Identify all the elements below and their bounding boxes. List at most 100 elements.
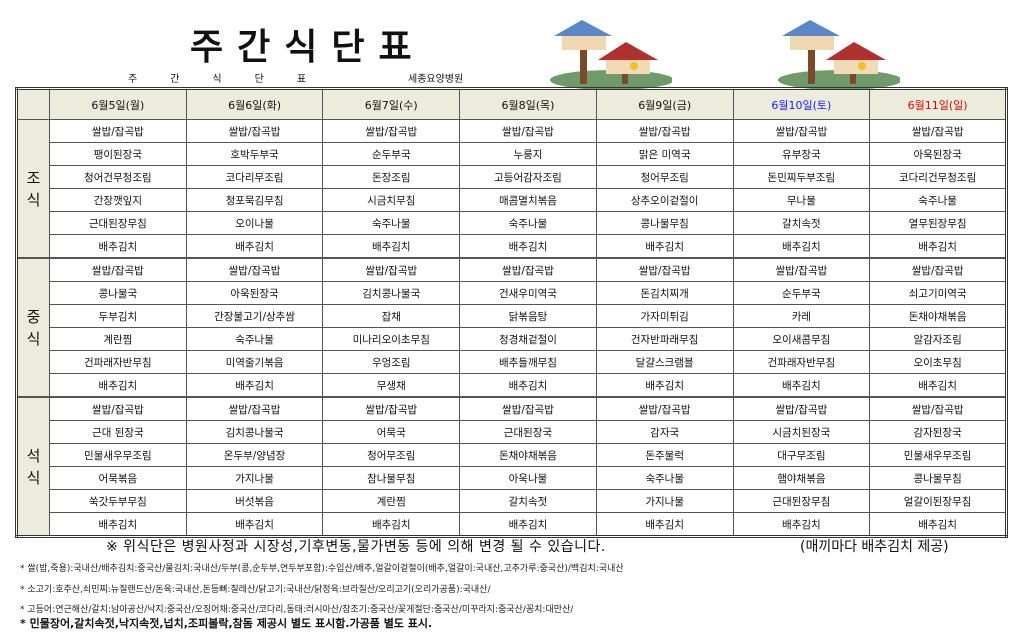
menu-row: 콩나물국 아욱된장국 김치콩나물국 건새우미역국 돈김치찌개 순두부국 쇠고기미역국 bbox=[17, 281, 1007, 305]
menu-cell: 오이나물 bbox=[185, 211, 324, 235]
menu-cell: 우엉조림 bbox=[322, 350, 461, 374]
meal-label-char: 조 bbox=[26, 168, 41, 187]
birdhouse-image bbox=[778, 20, 900, 90]
menu-cell: 시금치무침 bbox=[322, 188, 461, 212]
day-header: 6월10일(토) bbox=[732, 88, 871, 120]
menu-cell: 배추김치 bbox=[869, 373, 1007, 398]
menu-cell: 쌀밥/잡곡밥 bbox=[732, 257, 871, 282]
origin-note: * 소고기:호주산,쇠민찌:뉴질랜드산/돈육:국내산,돈등뼈:칠레산/닭고기:국… bbox=[20, 585, 491, 595]
menu-cell: 배추김치 bbox=[49, 234, 187, 259]
menu-cell: 쌀밥/잡곡밥 bbox=[869, 119, 1007, 143]
menu-cell: 미나리오이초무침 bbox=[322, 327, 461, 351]
menu-row: 중 식 쌀밥/잡곡밥 쌀밥/잡곡밥 쌀밥/잡곡밥 쌀밥/잡곡밥 쌀밥/잡곡밥 쌀밥/잡곡밥 쌀밥… bbox=[16, 257, 1007, 398]
menu-cell: 가자미튀김 bbox=[595, 304, 734, 328]
menu-cell: 무나물 bbox=[732, 188, 871, 212]
menu-cell: 맑은 미역국 bbox=[595, 142, 734, 166]
menu-cell: 아욱된장국 bbox=[185, 281, 324, 305]
menu-cell: 계란찜 bbox=[49, 327, 187, 351]
menu-cell: 콩나물국 bbox=[49, 281, 187, 305]
menu-cell: 쌀밥/잡곡밥 bbox=[459, 257, 597, 282]
menu-cell: 돈채야채볶음 bbox=[459, 443, 597, 467]
meal-label-char: 식 bbox=[26, 468, 41, 487]
menu-cell: 순두부국 bbox=[322, 142, 461, 166]
menu-cell: 고등어감자조림 bbox=[459, 165, 597, 189]
menu-cell: 배추김치 bbox=[732, 512, 871, 537]
menu-cell: 쌀밥/잡곡밥 bbox=[459, 396, 597, 421]
menu-cell: 두부김치 bbox=[49, 304, 187, 328]
menu-cell: 버섯볶음 bbox=[185, 489, 324, 513]
menu-cell: 돈채야채볶음 bbox=[869, 304, 1007, 328]
menu-cell: 가지나물 bbox=[185, 466, 324, 490]
weekly-menu-table: 6월5일(월) 6월6일(화) 6월7일(수) 6월8일(목) 6월9일(금) 6월10일… bbox=[15, 87, 1008, 538]
menu-cell: 아욱된장국 bbox=[869, 142, 1007, 166]
menu-cell: 어묵국 bbox=[322, 420, 461, 444]
menu-cell: 배추김치 bbox=[322, 234, 461, 259]
menu-cell: 배추들깨무침 bbox=[459, 350, 597, 374]
menu-cell: 순두부국 bbox=[732, 281, 871, 305]
day-header-row: 6월5일(월) 6월6일(화) 6월7일(수) 6월8일(목) 6월9일(금) 6월10일… bbox=[16, 88, 1007, 120]
menu-cell: 건파래자반무침 bbox=[49, 350, 187, 374]
menu-cell: 달걀스크램블 bbox=[595, 350, 734, 374]
menu-cell: 김치콩나물국 bbox=[322, 281, 461, 305]
menu-cell: 배추김치 bbox=[869, 512, 1007, 537]
menu-cell: 청어건무청조림 bbox=[49, 165, 187, 189]
menu-cell: 감자된장국 bbox=[869, 420, 1007, 444]
menu-cell: 감자국 bbox=[595, 420, 734, 444]
menu-cell: 닭볶음탕 bbox=[459, 304, 597, 328]
day-header: 6월11일(일) bbox=[869, 88, 1007, 120]
menu-cell: 열무된장무침 bbox=[869, 211, 1007, 235]
menu-cell: 배추김치 bbox=[49, 373, 187, 398]
menu-cell: 배추김치 bbox=[185, 512, 324, 537]
menu-cell: 청어무조림 bbox=[322, 443, 461, 467]
meal-label-char: 석 bbox=[26, 446, 41, 465]
menu-cell: 쌀밥/잡곡밥 bbox=[185, 257, 324, 282]
menu-row: 쑥갓두부무침 버섯볶음 계란찜 갈치속젓 가지나물 근대된장무침 얼갈이된장무침 bbox=[17, 489, 1007, 513]
origin-note: * 쌀(밥,죽용):국내산/배추김치:중국산/물김치:국내산/두부(콩,순두부,… bbox=[20, 564, 624, 574]
menu-row: 근대된장무침 오이나물 숙주나물 숙주나물 콩나물무침 갈치속젓 열무된장무침 bbox=[17, 211, 1007, 235]
menu-cell: 돈김치찌개 bbox=[595, 281, 734, 305]
menu-row: 간장깻잎지 청포묵김무침 시금치무침 매콤멸치볶음 상추오이겉절이 무나물 숙주나물 bbox=[17, 188, 1007, 212]
menu-cell: 쌀밥/잡곡밥 bbox=[459, 119, 597, 143]
menu-cell: 시금치된장국 bbox=[732, 420, 871, 444]
day-header: 6월5일(월) bbox=[49, 88, 187, 120]
menu-cell: 숙주나물 bbox=[185, 327, 324, 351]
day-header: 6월7일(수) bbox=[322, 88, 461, 120]
menu-cell: 근대된장국 bbox=[459, 420, 597, 444]
menu-cell: 배추김치 bbox=[595, 373, 734, 398]
menu-cell: 배추김치 bbox=[459, 234, 597, 259]
kimchi-notice: (매끼마다 배추김치 제공) bbox=[800, 539, 949, 555]
menu-cell: 숙주나물 bbox=[322, 211, 461, 235]
menu-cell: 배추김치 bbox=[732, 234, 871, 259]
menu-cell: 쌀밥/잡곡밥 bbox=[322, 119, 461, 143]
menu-cell: 호박두부국 bbox=[185, 142, 324, 166]
menu-cell: 돈민찌두부조림 bbox=[732, 165, 871, 189]
menu-cell: 배추김치 bbox=[185, 373, 324, 398]
menu-cell: 쌀밥/잡곡밥 bbox=[49, 119, 187, 143]
subtitle-char: 식 bbox=[212, 74, 223, 85]
day-header: 6월6일(화) bbox=[185, 88, 324, 120]
menu-cell: 매콤멸치볶음 bbox=[459, 188, 597, 212]
menu-cell: 근대 된장국 bbox=[49, 420, 187, 444]
subtitle-char: 단 bbox=[254, 74, 265, 85]
menu-row: 계란찜 숙주나물 미나리오이초무침 청경채겉절이 건자반파래무침 오이새콤무침 알감자조림 bbox=[17, 327, 1007, 351]
meal-label-char: 중 bbox=[26, 307, 41, 326]
menu-cell: 민물새우무조림 bbox=[49, 443, 187, 467]
menu-row: 배추김치 배추김치 배추김치 배추김치 배추김치 배추김치 배추김치 bbox=[17, 234, 1007, 259]
subtitle-char: 주 bbox=[128, 74, 139, 85]
menu-row: 청어건무청조림 코다리무조림 돈장조림 고등어감자조림 청어무조림 돈민찌두부조림 코다리건… bbox=[17, 165, 1007, 189]
menu-cell: 쌀밥/잡곡밥 bbox=[322, 257, 461, 282]
menu-cell: 배추김치 bbox=[322, 512, 461, 537]
menu-cell: 쌀밥/잡곡밥 bbox=[595, 119, 734, 143]
menu-cell: 김치콩나물국 bbox=[185, 420, 324, 444]
menu-cell: 건파래자반무침 bbox=[732, 350, 871, 374]
menu-cell: 근대된장무침 bbox=[49, 211, 187, 235]
meal-label-char: 식 bbox=[26, 190, 41, 209]
special-items-note: * 민물장어,갈치속젓,낙지속젓,넙치,조피볼락,참돔 제공시 별도 표시함.가… bbox=[20, 617, 433, 630]
day-header: 6월8일(목) bbox=[459, 88, 597, 120]
menu-cell: 돈주물럭 bbox=[595, 443, 734, 467]
menu-cell: 가지나물 bbox=[595, 489, 734, 513]
menu-cell: 쌀밥/잡곡밥 bbox=[185, 396, 324, 421]
